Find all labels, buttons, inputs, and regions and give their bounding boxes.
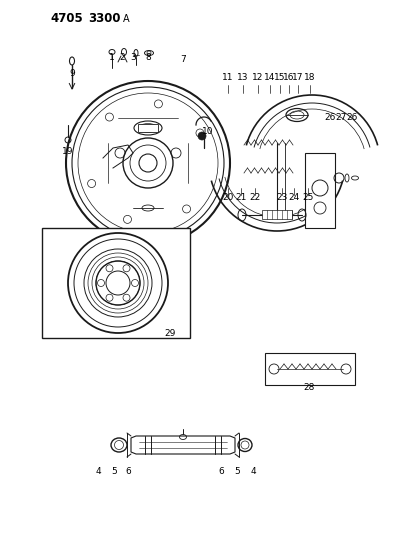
Text: 4: 4: [250, 466, 256, 475]
Text: 13: 13: [237, 74, 249, 83]
Text: 4705: 4705: [50, 12, 83, 26]
Text: 26: 26: [346, 112, 358, 122]
Text: 10: 10: [202, 126, 214, 135]
Text: 4: 4: [95, 466, 101, 475]
Text: 23: 23: [276, 193, 288, 203]
Text: 24: 24: [288, 193, 299, 203]
Text: 12: 12: [252, 74, 264, 83]
Text: 21: 21: [235, 193, 247, 203]
Text: 26: 26: [324, 112, 336, 122]
Text: 9: 9: [69, 69, 75, 78]
Text: 7: 7: [180, 54, 186, 63]
Text: 5: 5: [234, 466, 240, 475]
Text: 3300: 3300: [88, 12, 120, 26]
Text: 15: 15: [274, 74, 286, 83]
Bar: [42, 228, 190, 338]
Text: 22: 22: [249, 193, 261, 203]
Text: 5: 5: [111, 466, 117, 475]
Text: 25: 25: [302, 193, 314, 203]
Text: 28: 28: [303, 384, 315, 392]
Circle shape: [198, 132, 206, 140]
Text: 27: 27: [335, 112, 347, 122]
Text: 2: 2: [119, 52, 125, 61]
Text: 6: 6: [218, 466, 224, 475]
Text: 8: 8: [145, 52, 151, 61]
Text: 1: 1: [109, 52, 115, 61]
Text: A: A: [123, 14, 130, 24]
Text: 20: 20: [222, 193, 234, 203]
Bar: [305, 153, 335, 228]
Text: 6: 6: [125, 466, 131, 475]
Bar: [138, 124, 158, 132]
Text: 18: 18: [304, 74, 316, 83]
Bar: [262, 210, 292, 219]
Text: 11: 11: [222, 74, 234, 83]
Text: 3: 3: [130, 52, 136, 61]
Text: 29: 29: [164, 328, 176, 337]
Text: 16: 16: [283, 74, 295, 83]
Text: 14: 14: [264, 74, 276, 83]
Bar: [265, 353, 355, 385]
Text: 19: 19: [62, 147, 74, 156]
Text: 17: 17: [292, 74, 304, 83]
Polygon shape: [131, 436, 235, 454]
